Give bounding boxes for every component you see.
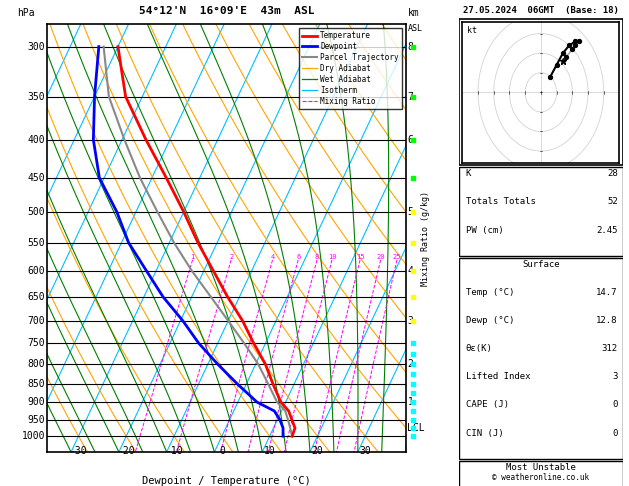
Text: kt: kt: [467, 26, 477, 35]
Text: 14.7: 14.7: [596, 288, 618, 297]
Text: 15: 15: [356, 254, 364, 260]
Point: [564, 41, 574, 49]
Text: 300: 300: [28, 42, 45, 52]
Bar: [459, 258, 623, 459]
Text: 27.05.2024  06GMT  (Base: 18): 27.05.2024 06GMT (Base: 18): [463, 6, 619, 15]
Text: 10: 10: [328, 254, 337, 260]
Text: Dewp (°C): Dewp (°C): [465, 316, 514, 325]
Point: [574, 37, 584, 45]
Text: -20: -20: [118, 446, 135, 456]
Text: 20: 20: [376, 254, 385, 260]
Text: 52: 52: [607, 197, 618, 207]
Text: 7: 7: [408, 91, 413, 102]
Point: [558, 49, 568, 57]
Text: 450: 450: [28, 173, 45, 183]
Text: 5: 5: [408, 207, 413, 217]
Legend: Temperature, Dewpoint, Parcel Trajectory, Dry Adiabat, Wet Adiabat, Isotherm, Mi: Temperature, Dewpoint, Parcel Trajectory…: [299, 28, 402, 109]
Text: 1000: 1000: [22, 431, 45, 441]
Text: 8: 8: [315, 254, 319, 260]
Text: ASL: ASL: [408, 24, 423, 34]
Point: [561, 53, 571, 61]
Text: Totals Totals: Totals Totals: [465, 197, 535, 207]
Text: 8: 8: [408, 42, 413, 52]
Text: CAPE (J): CAPE (J): [465, 400, 509, 410]
Bar: [459, 167, 623, 256]
Text: 1: 1: [191, 254, 195, 260]
Text: hPa: hPa: [17, 8, 35, 18]
Text: 2: 2: [408, 359, 413, 369]
Text: 3: 3: [613, 372, 618, 382]
Text: km: km: [408, 8, 419, 18]
Point: [567, 45, 577, 53]
Text: 4: 4: [270, 254, 275, 260]
Text: 28: 28: [607, 169, 618, 178]
Text: 400: 400: [28, 135, 45, 145]
Text: 750: 750: [28, 338, 45, 348]
Text: 0: 0: [219, 446, 225, 456]
Text: Mixing Ratio (g/kg): Mixing Ratio (g/kg): [421, 191, 430, 286]
Text: 650: 650: [28, 292, 45, 302]
Point: [571, 41, 581, 49]
Text: 800: 800: [28, 359, 45, 369]
Text: 600: 600: [28, 266, 45, 276]
Text: 950: 950: [28, 415, 45, 425]
Bar: [459, 461, 623, 486]
Text: 550: 550: [28, 238, 45, 248]
Text: 30: 30: [359, 446, 371, 456]
Text: -30: -30: [70, 446, 87, 456]
Text: 6: 6: [408, 135, 413, 145]
Text: 900: 900: [28, 397, 45, 407]
Text: 4: 4: [408, 266, 413, 276]
Bar: [459, 19, 623, 165]
Text: 850: 850: [28, 379, 45, 389]
Text: LCL: LCL: [408, 423, 425, 433]
Text: 700: 700: [28, 316, 45, 326]
Text: 3: 3: [408, 316, 413, 326]
Text: Surface: Surface: [522, 260, 560, 269]
Text: 1: 1: [408, 397, 413, 407]
Text: 25: 25: [392, 254, 401, 260]
Text: K: K: [465, 169, 471, 178]
Point: [571, 37, 581, 45]
Text: CIN (J): CIN (J): [465, 429, 503, 438]
Text: 0: 0: [613, 400, 618, 410]
Text: Lifted Index: Lifted Index: [465, 372, 530, 382]
Text: 20: 20: [311, 446, 323, 456]
Text: 0: 0: [613, 429, 618, 438]
Text: 12.8: 12.8: [596, 316, 618, 325]
Text: 350: 350: [28, 91, 45, 102]
Text: © weatheronline.co.uk: © weatheronline.co.uk: [493, 473, 589, 482]
Point: [545, 73, 555, 81]
Text: Most Unstable: Most Unstable: [506, 463, 576, 472]
Text: 6: 6: [296, 254, 300, 260]
Text: 312: 312: [602, 344, 618, 353]
Text: 2.45: 2.45: [596, 226, 618, 235]
Text: 500: 500: [28, 207, 45, 217]
Text: 10: 10: [264, 446, 276, 456]
Text: PW (cm): PW (cm): [465, 226, 503, 235]
Text: Temp (°C): Temp (°C): [465, 288, 514, 297]
Text: Dewpoint / Temperature (°C): Dewpoint / Temperature (°C): [142, 475, 311, 486]
Text: 2: 2: [229, 254, 233, 260]
Text: -10: -10: [165, 446, 183, 456]
Point: [552, 61, 562, 69]
Text: 54°12'N  16°09'E  43m  ASL: 54°12'N 16°09'E 43m ASL: [138, 6, 314, 16]
Text: θε(K): θε(K): [465, 344, 493, 353]
